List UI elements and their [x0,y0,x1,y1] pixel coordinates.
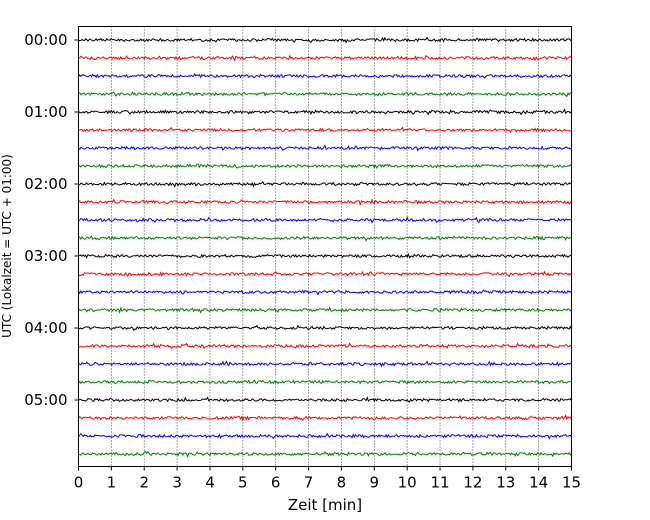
trace-line [78,36,572,44]
grid-lines [111,26,539,467]
x-axis-ticks: 0 1 2 3 4 5 6 7 8 9 10 11 12 13 14 15 [74,466,581,492]
trace-line [78,144,572,152]
trace-line [78,360,572,368]
x-tick-label: 2 [139,474,149,492]
trace-line [78,198,572,207]
x-tick-label: 3 [172,474,182,492]
trace-line [78,180,572,188]
trace-line [78,163,572,169]
x-tick-label: 1 [107,474,117,492]
trace-line [78,126,572,134]
trace-line [78,270,572,278]
plot-frame [78,26,572,467]
x-axis-label: Zeit [min] [288,496,362,514]
trace-line [78,379,572,385]
trace-line [78,216,572,224]
x-tick-label: 12 [463,474,482,492]
x-tick-label: 13 [496,474,515,492]
trace-line [78,72,572,79]
x-tick-label: 9 [370,474,380,492]
y-axis-label: UTC (Lokalzeit = UTC + 01:00) [0,154,14,338]
x-tick-label: 11 [430,474,449,492]
x-tick-label: 4 [205,474,215,492]
x-tick-label: 0 [74,474,84,492]
trace-line [78,342,572,350]
x-tick-label: 7 [304,474,314,492]
y-tick-label: 02:00 [24,175,67,193]
y-tick-label: 01:00 [24,103,67,121]
trace-line [78,252,572,259]
trace-line [78,432,572,440]
y-tick-label: 03:00 [24,247,67,265]
trace-line [78,289,572,296]
trace-line [78,235,572,242]
y-tick-label: 05:00 [24,391,67,409]
x-tick-label: 5 [238,474,248,492]
x-tick-label: 10 [398,474,417,492]
trace-line [78,108,572,116]
trace-line [78,450,572,458]
trace-line [78,324,572,332]
y-tick-label: 04:00 [24,319,67,337]
seismic-traces [78,36,572,458]
trace-line [78,306,572,314]
y-tick-label: 00:00 [24,31,67,49]
trace-line [78,396,572,403]
y-axis-ticks: 00:00 01:00 02:00 03:00 04:00 05:00 [24,31,79,409]
x-tick-label: 14 [529,474,548,492]
x-tick-label: 8 [337,474,347,492]
x-tick-label: 15 [562,474,581,492]
trace-line [78,414,572,422]
x-tick-label: 6 [271,474,281,492]
trace-line [78,54,572,62]
trace-line [78,91,572,98]
